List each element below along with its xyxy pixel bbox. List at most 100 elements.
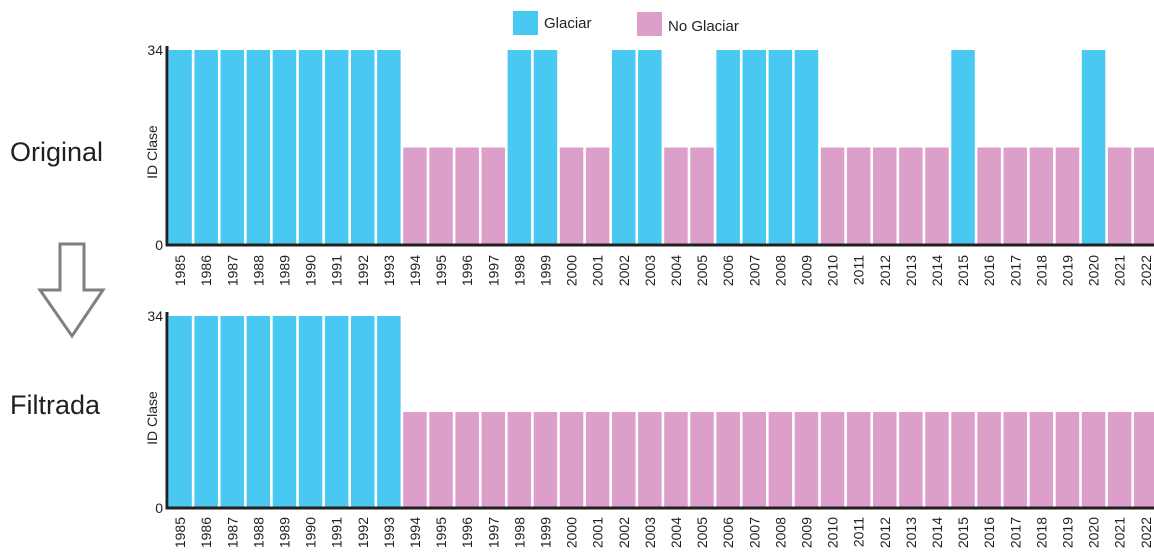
bar-2019 (1055, 412, 1080, 507)
bar-1991 (324, 50, 349, 244)
x-tick-label: 2019 (1059, 255, 1075, 286)
x-tick-label: 1994 (407, 517, 423, 548)
bar-1999 (533, 50, 558, 244)
x-tick-label: 1999 (537, 517, 553, 548)
x-tick-label: 1985 (172, 255, 188, 286)
bar-2008 (768, 50, 793, 244)
x-tick-label: 2011 (851, 517, 867, 547)
bar-2020 (1081, 50, 1106, 244)
x-tick-label: 1992 (355, 517, 371, 548)
bar-1990 (298, 316, 323, 507)
x-tick-label: 2005 (694, 517, 710, 548)
x-tick-label: 2001 (590, 517, 606, 548)
row-label-original: Original (10, 137, 103, 167)
x-tick-label: 2009 (798, 255, 814, 286)
bar-2011 (846, 412, 871, 507)
bar-2017 (1003, 412, 1027, 507)
x-tick-label: 2006 (720, 255, 736, 286)
x-tick-label: 2019 (1059, 517, 1075, 548)
bar-2015 (951, 412, 975, 507)
bar-1999 (533, 412, 558, 507)
row-label-filtrada: Filtrada (10, 390, 101, 420)
x-tick-label: 1993 (381, 255, 397, 286)
x-tick-label: 2015 (955, 517, 971, 548)
bar-1998 (507, 412, 532, 507)
chart-panel-filtrada: 0 34 ID Clase 1985 1986 1987 1988 1989 1990 1991 1… (144, 308, 1154, 548)
bar-2000 (559, 147, 584, 244)
bar-2014 (925, 147, 949, 244)
bar-2002 (612, 50, 636, 244)
bar-2013 (899, 147, 923, 244)
x-tick-label: 1995 (433, 517, 449, 548)
bar-2018 (1029, 147, 1054, 244)
x-tick-label: 1985 (172, 517, 188, 548)
bar-1992 (351, 50, 375, 244)
y-axis-label: ID Clase (144, 125, 160, 179)
bar-2013 (899, 412, 923, 507)
bar-1993 (377, 316, 401, 507)
x-tick-label: 2003 (642, 517, 658, 548)
x-tick-label: 2012 (877, 517, 893, 548)
x-tick-label: 1995 (433, 255, 449, 286)
bar-2011 (846, 147, 871, 244)
bar-2005 (690, 147, 714, 244)
x-tick-label: 2022 (1138, 255, 1154, 286)
x-tick-label: 2007 (746, 255, 762, 286)
bar-2022 (1134, 412, 1154, 507)
x-tick-label: 2017 (1007, 517, 1023, 548)
x-tick-label: 2018 (1033, 255, 1049, 286)
bar-2014 (925, 412, 949, 507)
bar-2017 (1003, 147, 1027, 244)
x-tick-label: 1988 (250, 517, 266, 548)
bar-1988 (246, 50, 271, 244)
bar-1991 (324, 316, 349, 507)
bar-1990 (298, 50, 323, 244)
bar-1986 (194, 50, 218, 244)
x-tick-label: 1987 (224, 517, 240, 548)
x-tick-label: 2013 (903, 255, 919, 286)
legend-swatch-no-glaciar (637, 12, 662, 36)
bar-2020 (1081, 412, 1106, 507)
x-tick-label: 2018 (1033, 517, 1049, 548)
x-tick-label: 2008 (772, 517, 788, 548)
x-tick-label: 1989 (276, 255, 292, 286)
bar-1988 (246, 316, 271, 507)
x-tick-label: 1997 (485, 255, 501, 286)
down-arrow-icon (37, 242, 106, 339)
bar-2003 (638, 50, 662, 244)
x-tick-label: 1994 (407, 255, 423, 286)
chart-panel-original: 0 34 ID Clase 1985 1986 1987 1988 1989 1990 1991 1… (144, 42, 1154, 286)
bar-2005 (690, 412, 714, 507)
x-tick-label: 1990 (303, 255, 319, 286)
x-tick-label: 2016 (981, 517, 997, 548)
x-tick-label: 2000 (564, 255, 580, 286)
x-tick-label: 1987 (224, 255, 240, 286)
bar-2016 (977, 412, 1001, 507)
bar-1998 (507, 50, 532, 244)
x-tick-label: 2004 (668, 255, 684, 286)
x-tick-label: 2013 (903, 517, 919, 548)
x-tick-label: 1996 (459, 255, 475, 286)
x-tick-label: 2010 (825, 517, 841, 548)
bar-1994 (403, 147, 427, 244)
x-tick-label: 2004 (668, 517, 684, 548)
x-tick-label: 1997 (485, 517, 501, 548)
bar-2008 (768, 412, 793, 507)
bar-1987 (220, 316, 244, 507)
bar-2012 (873, 147, 897, 244)
bar-1985 (168, 50, 192, 244)
bar-1989 (272, 316, 297, 507)
bar-2001 (585, 147, 610, 244)
bar-2022 (1134, 147, 1154, 244)
bar-2016 (977, 147, 1001, 244)
bar-2018 (1029, 412, 1054, 507)
bar-2021 (1107, 147, 1132, 244)
x-tick-label: 2011 (851, 255, 867, 285)
bar-2003 (638, 412, 662, 507)
bar-2010 (820, 412, 845, 507)
bar-2019 (1055, 147, 1080, 244)
x-tick-label: 2015 (955, 255, 971, 286)
bar-2007 (742, 412, 766, 507)
x-tick-label: 1998 (511, 517, 527, 548)
